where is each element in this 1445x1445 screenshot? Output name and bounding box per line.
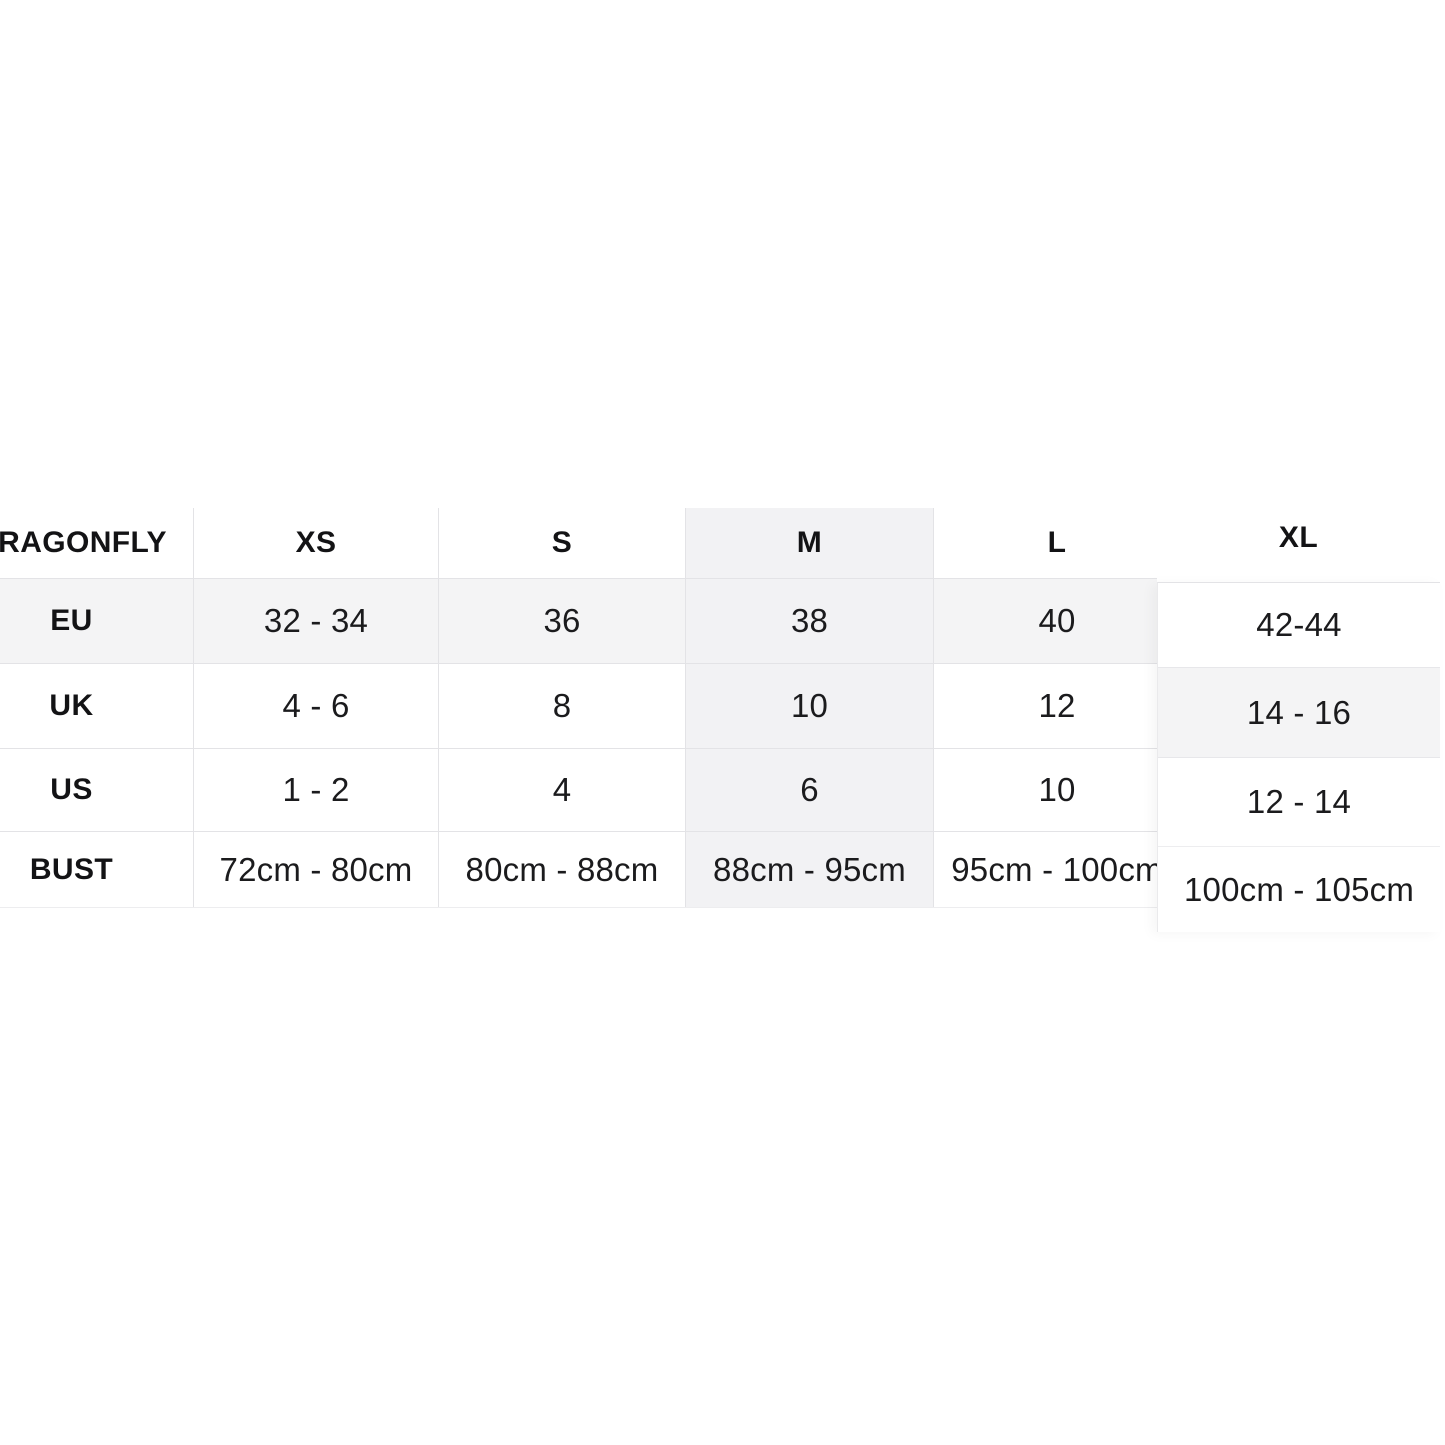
column-header-s: S <box>438 508 685 578</box>
cell-us-xl: 12 - 14 <box>1158 757 1440 846</box>
row-label-us: US <box>50 773 93 806</box>
xl-column-overlay[interactable]: XL 42-44 14 - 16 12 - 14 100cm - 105cm <box>1157 508 1440 932</box>
brand-label: DRAGONFLY <box>0 526 167 559</box>
cell-uk-xs: 4 - 6 <box>193 664 438 748</box>
cell-eu-l: 40 <box>933 579 1180 663</box>
cell-eu-m: 38 <box>685 579 933 663</box>
cell-eu-s: 36 <box>438 579 685 663</box>
table-row-eu: EU 32 - 34 36 38 40 <box>0 578 1180 663</box>
cell-eu-xs: 32 - 34 <box>193 579 438 663</box>
xl-column-body: 42-44 14 - 16 12 - 14 100cm - 105cm <box>1157 582 1440 932</box>
cell-us-m: 6 <box>685 749 933 831</box>
row-label-bust: BUST <box>29 852 114 886</box>
cell-bust-xl: 100cm - 105cm <box>1158 846 1440 932</box>
column-header-l: L <box>933 508 1180 578</box>
cell-us-xs: 1 - 2 <box>193 749 438 831</box>
cell-bust-xs: 72cm - 80cm <box>193 832 438 907</box>
cell-uk-m: 10 <box>685 664 933 748</box>
table-row-bust: BUST 72cm - 80cm 80cm - 88cm 88cm - 95cm… <box>0 831 1180 907</box>
column-header-m: M <box>685 508 933 578</box>
column-header-xs: XS <box>193 508 438 578</box>
size-chart-table: DRAGONFLY XS S M L EU 32 - 34 36 38 40 U… <box>0 508 1180 908</box>
row-label-uk: UK <box>49 689 94 722</box>
table-row-us: US 1 - 2 4 6 10 <box>0 748 1180 831</box>
cell-uk-l: 12 <box>933 664 1180 748</box>
table-header-row: DRAGONFLY XS S M L <box>0 508 1180 578</box>
cell-us-s: 4 <box>438 749 685 831</box>
row-label-eu: EU <box>50 604 93 637</box>
column-header-xl: XL <box>1157 508 1440 582</box>
cell-bust-m: 88cm - 95cm <box>685 832 933 907</box>
cell-bust-l: 95cm - 100cm <box>933 832 1180 907</box>
cell-uk-xl: 14 - 16 <box>1158 667 1440 757</box>
cell-eu-xl: 42-44 <box>1256 606 1342 643</box>
table-row-uk: UK 4 - 6 8 10 12 <box>0 663 1180 748</box>
cell-uk-s: 8 <box>438 664 685 748</box>
cell-us-l: 10 <box>933 749 1180 831</box>
cell-bust-s: 80cm - 88cm <box>438 832 685 907</box>
